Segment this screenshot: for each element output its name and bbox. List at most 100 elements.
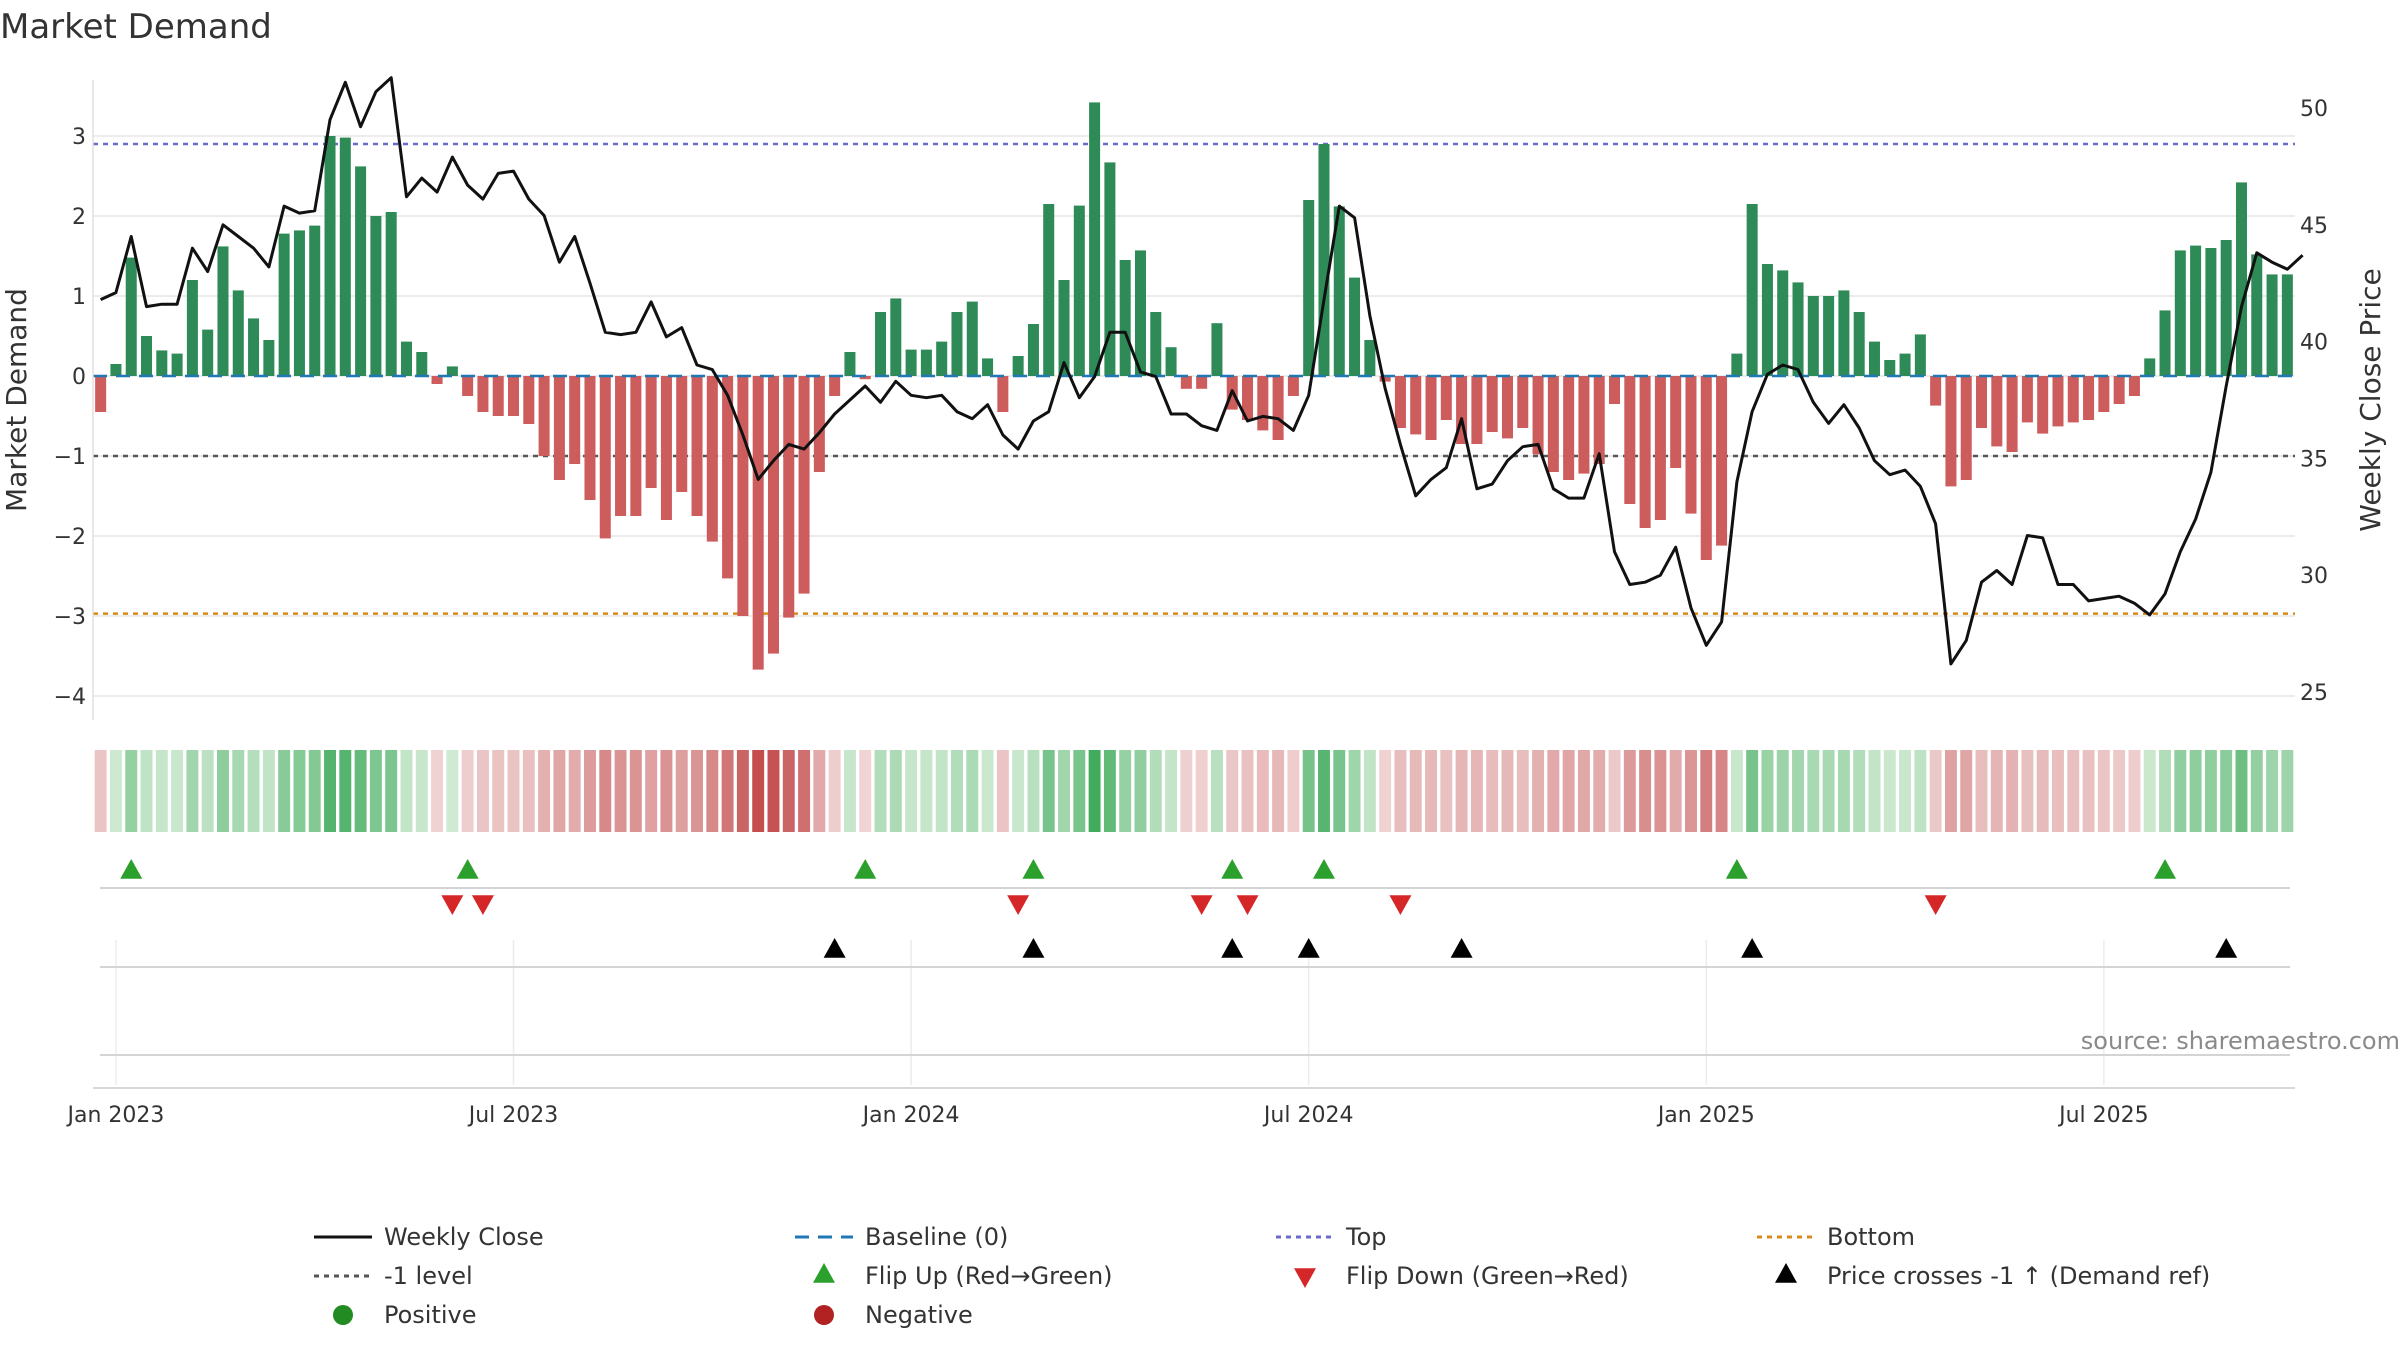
demand-bar (2174, 250, 2186, 376)
legend-bottom-label: Bottom (1827, 1223, 1915, 1251)
demand-bar (553, 376, 565, 480)
heat-cell (339, 750, 352, 832)
flip-up-marker (854, 859, 877, 879)
demand-bar (309, 225, 321, 376)
demand-bar (1654, 376, 1666, 520)
demand-bar (1991, 376, 2003, 447)
demand-bar (1058, 280, 1070, 376)
heat-cell (1058, 750, 1070, 832)
heat-cell (2250, 750, 2263, 832)
heat-cell (660, 750, 673, 832)
heat-cell (400, 750, 413, 832)
demand-bar (1700, 376, 1712, 560)
price-line-group (99, 76, 2304, 666)
demand-bar (1853, 312, 1865, 376)
demand-bar (1364, 340, 1376, 376)
legend-weekly-close-label: Weekly Close (384, 1223, 544, 1251)
heat-strip (94, 750, 2294, 832)
heat-cell (1639, 750, 1652, 832)
legend-flip-up-icon (813, 1263, 835, 1283)
flip-up-marker (456, 859, 479, 879)
demand-bar (492, 376, 504, 416)
heat-cell (2036, 750, 2049, 832)
heat-cell (2266, 750, 2279, 832)
demand-bar (1792, 282, 1804, 376)
heat-cell (1700, 750, 1713, 832)
grid-lines (93, 135, 2295, 1085)
heat-cell (1730, 750, 1743, 832)
legend-minus-one-label: -1 level (384, 1262, 473, 1290)
heat-cell (1226, 750, 1239, 832)
heat-cell (2220, 750, 2233, 832)
heat-cell (2052, 750, 2064, 832)
demand-bar (1685, 376, 1697, 514)
demand-bar (1532, 376, 1544, 455)
demand-bar (2159, 310, 2171, 376)
heat-cell (1333, 750, 1346, 832)
heat-cell (2097, 750, 2110, 832)
heat-cell (1394, 750, 1407, 832)
demand-bar (584, 376, 596, 500)
demand-bar (2098, 376, 2110, 412)
heat-cell (2021, 750, 2034, 832)
heat-cell (1318, 750, 1330, 832)
legend-price-cross-label: Price crosses -1 ↑ (Demand ref) (1827, 1262, 2210, 1290)
heat-cell (1256, 750, 1269, 832)
heat-cell (308, 750, 321, 832)
heat-cell (553, 750, 566, 832)
heat-cell (2143, 750, 2156, 832)
heat-cell (171, 750, 184, 832)
legend-baseline-label: Baseline (0) (865, 1223, 1008, 1251)
demand-bar (156, 350, 168, 376)
y2-tick-label: 40 (2300, 331, 2328, 356)
heat-cell (752, 750, 765, 832)
demand-bar (400, 341, 412, 376)
demand-bar (1593, 376, 1605, 464)
demand-bar (1456, 376, 1468, 444)
heat-cell (201, 750, 214, 832)
demand-bar (829, 376, 841, 396)
demand-bar (2251, 254, 2263, 376)
heat-cell (1532, 750, 1545, 832)
heat-cell (2082, 750, 2095, 832)
heat-cell (1134, 750, 1147, 832)
flip-down-marker (1007, 895, 1030, 915)
heat-cell (935, 750, 948, 832)
heat-cell (324, 750, 336, 832)
demand-bar (1119, 260, 1131, 376)
chart-title: Market Demand (0, 7, 272, 47)
y2-tick-label: 45 (2300, 214, 2328, 239)
heat-cell (1348, 750, 1361, 832)
heat-cell (1792, 750, 1804, 832)
demand-bar (1563, 376, 1575, 480)
flip-up-marker (1221, 859, 1244, 879)
demand-bar (1731, 353, 1743, 376)
demand-bar (660, 376, 672, 520)
heat-cell (1363, 750, 1376, 832)
heat-cell (584, 750, 596, 832)
axes: 3 2 1 0 −1 −2 −3 −4 50 45 40 35 30 25 Jan 2023 Jul 2023… (0, 80, 2387, 1128)
heat-cell (354, 750, 367, 832)
demand-bar (844, 352, 856, 376)
heat-cell (629, 750, 642, 832)
demand-bar (2083, 376, 2095, 420)
heat-cell (1822, 750, 1835, 832)
x-tick-label: Jan 2023 (65, 1103, 164, 1128)
heat-cell (1455, 750, 1468, 832)
heat-cell (1409, 750, 1422, 832)
demand-bar (691, 376, 703, 516)
demand-bar (370, 216, 382, 376)
demand-bar (1303, 200, 1315, 376)
demand-bar (1899, 353, 1911, 376)
demand-bar (477, 376, 489, 412)
heat-cell (675, 750, 688, 832)
heat-cell (1807, 750, 1820, 832)
flip-down-marker (471, 895, 494, 915)
legend: Weekly Close Baseline (0) Top Bottom -1 leve… (314, 1223, 2210, 1329)
y-tick-label: 2 (72, 205, 86, 230)
heat-cell (1868, 750, 1881, 832)
y-tick-label: 0 (72, 365, 86, 390)
demand-bar (767, 376, 779, 654)
flip-up-marker (1725, 859, 1748, 879)
demand-bar (798, 376, 810, 594)
